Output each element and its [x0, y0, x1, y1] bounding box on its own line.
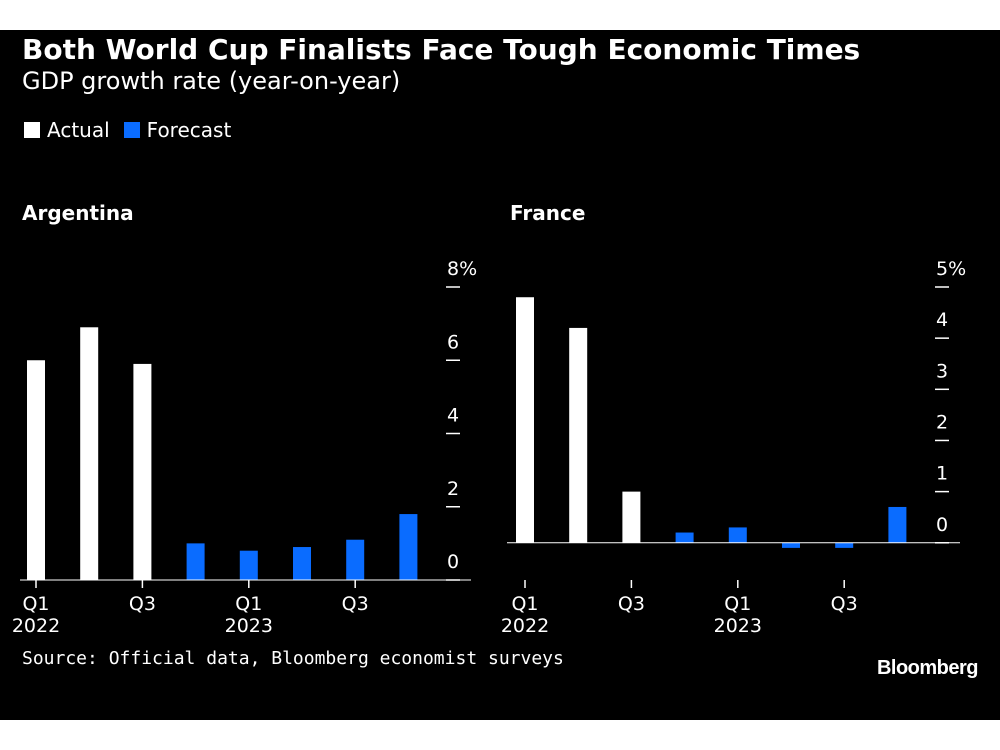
argentina-y-tick-label-1: 2 — [447, 478, 459, 500]
legend-item-forecast: Forecast — [123, 118, 232, 142]
chart-subtitle: GDP growth rate (year-on-year) — [22, 67, 401, 95]
legend: Actual Forecast — [24, 118, 245, 142]
france-y-tick-label-0: 0 — [936, 514, 948, 536]
argentina-x-tick-label-2: Q3 — [129, 593, 156, 615]
legend-swatch-actual — [24, 122, 40, 138]
argentina-bar-forecast-3 — [186, 543, 205, 580]
argentina-bar-actual-2 — [133, 363, 152, 580]
argentina-x-tick-label-0: Q1 — [22, 593, 49, 615]
france-bar-forecast-7 — [888, 506, 907, 543]
france-bar-forecast-3 — [675, 532, 694, 543]
argentina-bar-actual-1 — [80, 327, 99, 580]
chart-title: Both World Cup Finalists Face Tough Econ… — [22, 33, 861, 66]
argentina-y-tick-label-2: 4 — [447, 405, 459, 427]
france-x-year-label-4: 2023 — [714, 615, 762, 637]
france-x-year-label-0: 2022 — [501, 615, 549, 637]
france-bar-forecast-6 — [835, 542, 854, 548]
argentina-x-tick-label-6: Q3 — [342, 593, 369, 615]
france-bar-actual-2 — [622, 491, 641, 543]
france-bar-forecast-5 — [782, 542, 800, 548]
france-y-tick-label-1: 1 — [936, 463, 948, 485]
legend-swatch-forecast — [123, 122, 140, 138]
argentina-bar-forecast-5 — [293, 547, 311, 580]
legend-label-actual: Actual — [47, 118, 110, 142]
argentina-y-tick-label-4: 8% — [447, 258, 477, 280]
chart-panel — [0, 30, 1000, 720]
france-x-tick-label-6: Q3 — [831, 593, 858, 615]
france-y-tick-label-2: 2 — [936, 411, 948, 433]
france-bar-actual-1 — [569, 327, 588, 543]
argentina-bar-forecast-4 — [239, 550, 258, 580]
argentina-y-tick-label-3: 6 — [447, 331, 459, 353]
argentina-x-year-label-4: 2023 — [225, 615, 273, 637]
bloomberg-logo: Bloomberg — [876, 657, 979, 679]
france-bar-forecast-4 — [728, 527, 747, 543]
argentina-bar-actual-0 — [27, 360, 45, 580]
argentina-bar-forecast-7 — [399, 514, 418, 580]
france-chart-title: France — [510, 201, 585, 225]
source-note: Source: Official data, Bloomberg economi… — [22, 648, 564, 669]
france-x-tick-label-2: Q3 — [618, 593, 645, 615]
legend-item-actual: Actual — [24, 118, 110, 142]
france-y-tick-label-5: 5% — [936, 258, 966, 280]
argentina-chart-title: Argentina — [22, 201, 134, 225]
france-y-tick-label-3: 3 — [936, 360, 948, 382]
argentina-x-tick-label-4: Q1 — [235, 593, 262, 615]
argentina-x-year-label-0: 2022 — [12, 615, 60, 637]
france-x-tick-label-0: Q1 — [511, 593, 538, 615]
france-y-tick-label-4: 4 — [936, 309, 948, 331]
legend-label-forecast: Forecast — [146, 118, 232, 142]
argentina-y-tick-label-0: 0 — [447, 551, 459, 573]
argentina-bar-forecast-6 — [346, 539, 365, 580]
france-x-tick-label-4: Q1 — [724, 593, 751, 615]
france-bar-actual-0 — [516, 297, 534, 543]
